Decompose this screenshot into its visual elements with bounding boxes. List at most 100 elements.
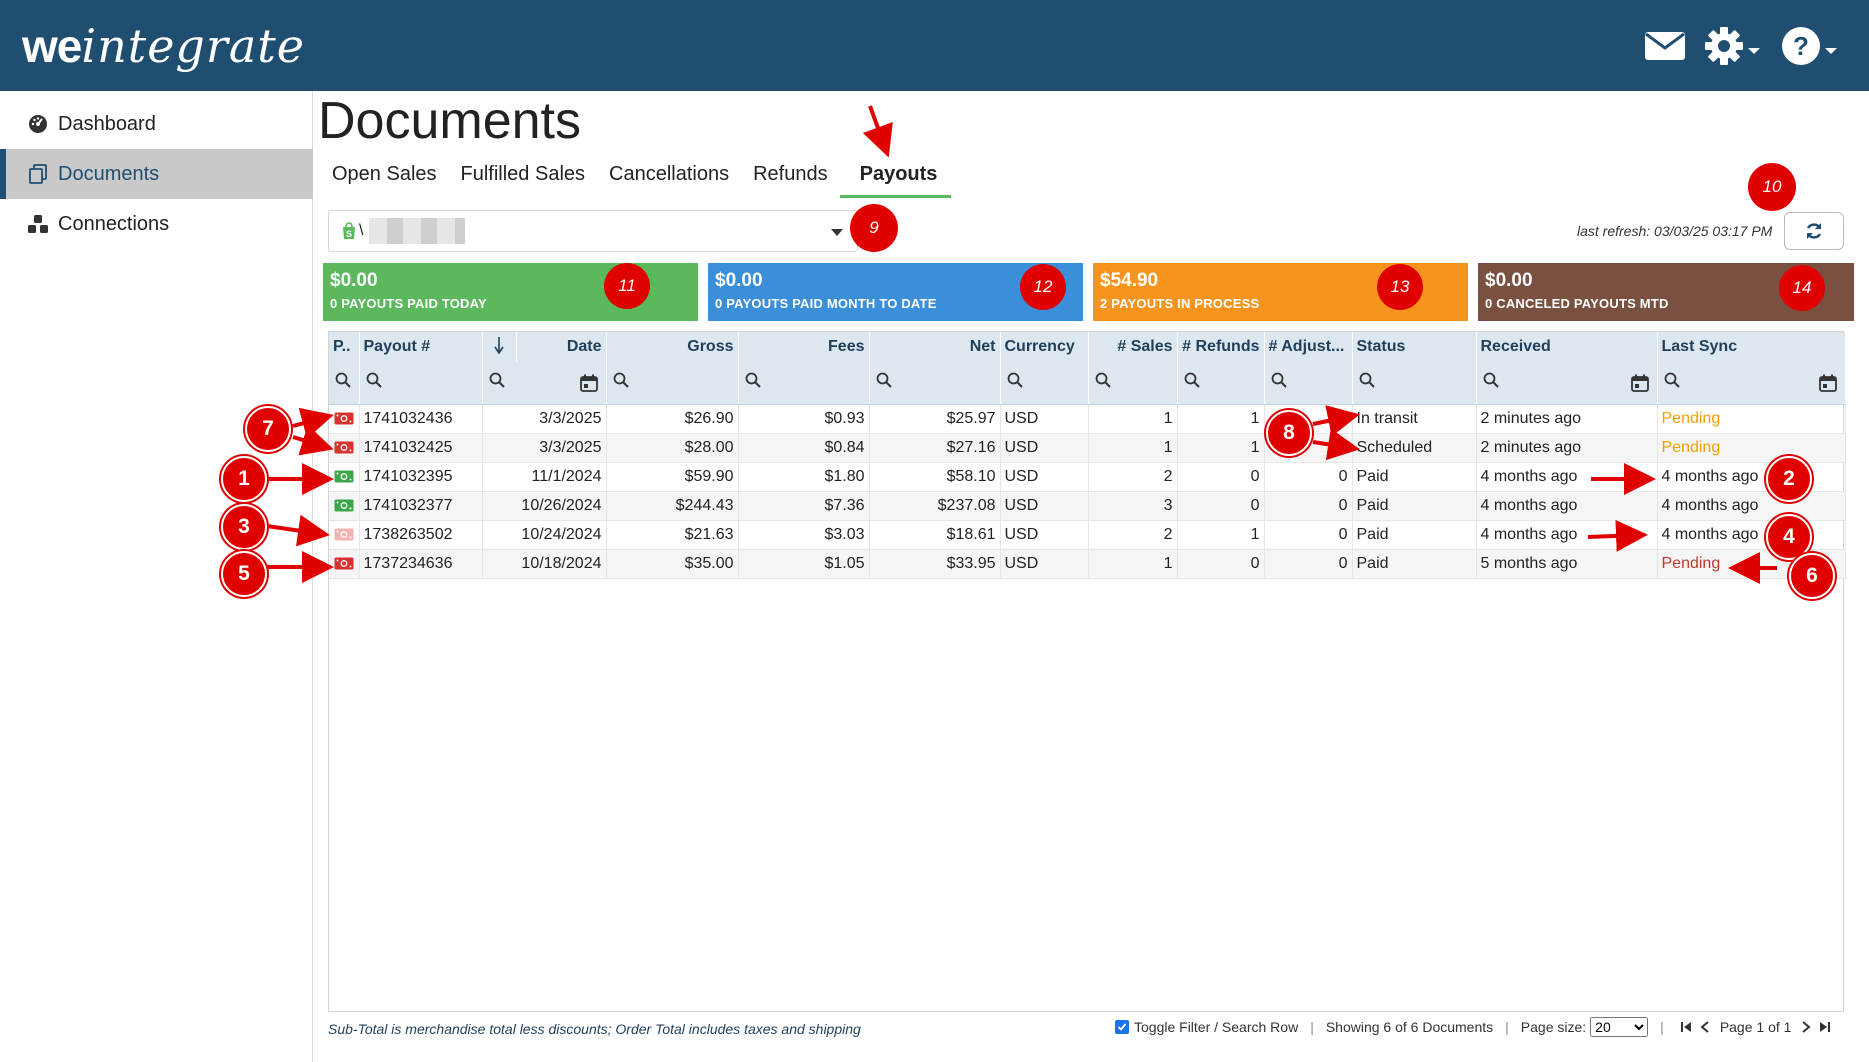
filter-cell-status[interactable]: [1352, 362, 1477, 405]
page-size-label: Page size:: [1520, 1019, 1587, 1035]
search-icon[interactable]: [489, 372, 505, 392]
cell-date: 10/26/2024: [482, 491, 607, 521]
prev-page-icon[interactable]: [1700, 1021, 1710, 1033]
filter-cell-sales[interactable]: [1088, 362, 1178, 405]
tab-payouts[interactable]: Payouts: [839, 156, 952, 198]
col-header-gross[interactable]: Gross: [606, 332, 739, 362]
cell-status: Paid: [1352, 491, 1477, 521]
first-page-icon[interactable]: [1680, 1021, 1692, 1033]
gear-icon: [1705, 27, 1743, 65]
search-icon[interactable]: [613, 372, 629, 392]
col-header-received[interactable]: Received: [1476, 332, 1658, 362]
filter-cell-last-sync[interactable]: [1657, 362, 1846, 405]
filter-cell-platform[interactable]: [329, 362, 360, 405]
tab-fulfilled-sales[interactable]: Fulfilled Sales: [460, 163, 586, 185]
search-icon[interactable]: [1184, 372, 1200, 392]
search-icon[interactable]: [366, 372, 382, 392]
page-size-select[interactable]: 20: [1590, 1017, 1649, 1037]
help-menu[interactable]: ?: [1781, 24, 1837, 68]
table-row[interactable]: 1741032395 11/1/2024 $59.90 $1.80 $58.10 USD 2…: [329, 462, 1846, 492]
table-row[interactable]: 1738263502 10/24/2024 $21.63 $3.03 $18.61 USD…: [329, 520, 1846, 550]
cell-status: Paid: [1352, 549, 1477, 579]
table-row[interactable]: 1741032377 10/26/2024 $244.43 $7.36 $237.08 U…: [329, 491, 1846, 521]
last-page-icon[interactable]: [1819, 1021, 1831, 1033]
cell-received: 5 months ago: [1476, 549, 1658, 579]
col-header-date[interactable]: Date: [516, 332, 607, 362]
sidebar-item-connections[interactable]: Connections: [0, 199, 313, 249]
search-icon[interactable]: [876, 372, 892, 392]
col-header-payout-number[interactable]: Payout #: [359, 332, 483, 362]
col-header-status[interactable]: Status: [1352, 332, 1477, 362]
tab-refunds[interactable]: Refunds: [753, 163, 828, 185]
filter-cell-date[interactable]: [482, 362, 607, 405]
col-header-platform[interactable]: P..: [329, 332, 360, 362]
cell-payout-number[interactable]: 1741032436: [359, 404, 483, 434]
sidebar-item-dashboard[interactable]: Dashboard: [0, 99, 313, 149]
filter-cell-refunds[interactable]: [1177, 362, 1265, 405]
filter-cell-net[interactable]: [869, 362, 1001, 405]
mail-icon[interactable]: [1644, 24, 1686, 68]
kpi-amount: $0.00: [715, 270, 763, 291]
col-header-refunds[interactable]: # Refunds: [1177, 332, 1265, 362]
settings-menu[interactable]: [1704, 24, 1760, 68]
refresh-button[interactable]: [1784, 212, 1844, 250]
search-icon[interactable]: [1664, 372, 1680, 392]
tab-cancellations[interactable]: Cancellations: [609, 163, 730, 185]
col-header-adjustments[interactable]: # Adjust...: [1264, 332, 1353, 362]
arrow-to-payouts-tab: [862, 105, 893, 158]
calendar-icon[interactable]: [1630, 374, 1649, 397]
cell-refunds: 0: [1177, 549, 1265, 579]
calendar-icon[interactable]: [1818, 374, 1837, 397]
account-select[interactable]: S \: [328, 210, 858, 252]
cell-status: Scheduled: [1352, 433, 1477, 463]
table-row[interactable]: 1737234636 10/18/2024 $35.00 $1.05 $33.95 USD…: [329, 549, 1846, 579]
page-title: Documents: [318, 92, 581, 150]
tab-open-sales[interactable]: Open Sales: [332, 163, 437, 185]
search-icon[interactable]: [1483, 372, 1499, 392]
toggle-filter-label[interactable]: Toggle Filter / Search Row: [1134, 1019, 1299, 1035]
documents-icon: [27, 163, 49, 185]
calendar-icon[interactable]: [579, 374, 598, 397]
cell-sales: 1: [1088, 404, 1178, 434]
col-header-net[interactable]: Net: [869, 332, 1001, 362]
table-row[interactable]: 1741032436 3/3/2025 $26.90 $0.93 $25.97 USD 1 1…: [329, 404, 1846, 434]
filter-cell-payout-number[interactable]: [359, 362, 483, 405]
sidebar-item-documents[interactable]: Documents: [0, 149, 313, 199]
app-logo[interactable]: weintegrate: [22, 18, 305, 74]
next-page-icon[interactable]: [1801, 1021, 1811, 1033]
filter-cell-received[interactable]: [1476, 362, 1658, 405]
search-icon[interactable]: [335, 372, 351, 392]
search-icon[interactable]: [1271, 372, 1287, 392]
cell-date: 3/3/2025: [482, 404, 607, 434]
chevron-down-icon: [1748, 48, 1760, 54]
cell-payout-number[interactable]: 1737234636: [359, 549, 483, 579]
filter-cell-adjustments[interactable]: [1264, 362, 1353, 405]
cell-last-sync: 4 months ago: [1657, 462, 1846, 492]
filter-cell-fees[interactable]: [738, 362, 870, 405]
col-header-currency[interactable]: Currency: [1000, 332, 1089, 362]
search-icon[interactable]: [1007, 372, 1023, 392]
search-icon[interactable]: [1095, 372, 1111, 392]
filter-cell-gross[interactable]: [606, 362, 739, 405]
refresh-icon: [1806, 223, 1822, 239]
cell-payout-number[interactable]: 1738263502: [359, 520, 483, 550]
cell-gross: $28.00: [606, 433, 739, 463]
sort-desc-icon[interactable]: [482, 332, 517, 362]
table-row[interactable]: 1741032425 3/3/2025 $28.00 $0.84 $27.16 USD 1 1…: [329, 433, 1846, 463]
cell-payout-number[interactable]: 1741032377: [359, 491, 483, 521]
kpi-label: 0 CANCELED PAYOUTS MTD: [1485, 296, 1669, 311]
toggle-filter-checkbox[interactable]: [1115, 1020, 1129, 1034]
search-icon[interactable]: [1359, 372, 1375, 392]
callout-badge: 12: [1020, 264, 1066, 310]
filter-cell-currency[interactable]: [1000, 362, 1089, 405]
cell-date: 3/3/2025: [482, 433, 607, 463]
col-header-fees[interactable]: Fees: [738, 332, 870, 362]
search-icon[interactable]: [745, 372, 761, 392]
cell-payout-number[interactable]: 1741032425: [359, 433, 483, 463]
col-header-sales[interactable]: # Sales: [1088, 332, 1178, 362]
col-header-last-sync[interactable]: Last Sync: [1657, 332, 1846, 362]
logo-we: we: [22, 20, 82, 72]
cell-last-sync: Pending: [1657, 433, 1846, 463]
cell-payout-number[interactable]: 1741032395: [359, 462, 483, 492]
payout-pending-icon: [329, 404, 360, 434]
